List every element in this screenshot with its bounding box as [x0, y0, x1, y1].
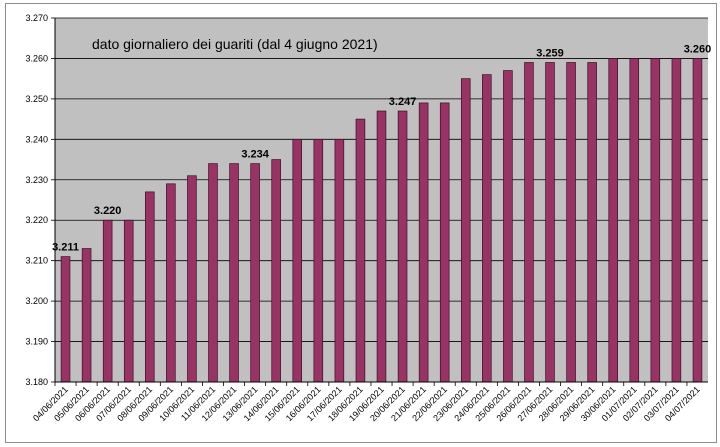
data-labels: 3.211 3.220 3.234 3.247 3.259 3.260	[52, 43, 711, 253]
data-label: 3.220	[94, 205, 122, 217]
data-label: 3.259	[536, 47, 564, 59]
bar	[81, 248, 92, 383]
y-tick-label: 3.190	[25, 337, 48, 347]
bar	[524, 62, 534, 383]
bar	[123, 219, 134, 383]
bar	[208, 163, 218, 383]
bar	[250, 163, 260, 383]
y-tick-labels: 3.180 3.190 3.200 3.210 3.220 3.230 3.240 3.250…	[25, 13, 55, 387]
y-tick-label: 3.210	[25, 256, 48, 266]
bar	[418, 102, 429, 383]
bar	[271, 159, 281, 383]
bar	[102, 219, 113, 383]
bar	[334, 138, 345, 383]
bar	[629, 58, 640, 383]
bar	[545, 62, 555, 383]
bar	[608, 58, 618, 383]
bar	[460, 78, 471, 383]
bar	[482, 74, 492, 383]
data-label: 3.260	[684, 43, 712, 55]
bar	[355, 118, 366, 383]
bar	[439, 102, 450, 383]
y-tick-label: 3.230	[25, 175, 48, 185]
data-label: 3.247	[389, 96, 417, 108]
bar	[376, 110, 387, 383]
bar	[60, 256, 71, 383]
data-label: 3.211	[52, 242, 79, 254]
y-tick-label: 3.180	[25, 377, 48, 387]
chart-area[interactable]: 3.180 3.190 3.200 3.210 3.220 3.230 3.240 3.250…	[5, 3, 717, 443]
y-tick-label: 3.240	[25, 134, 48, 144]
bar-chart: 3.180 3.190 3.200 3.210 3.220 3.230 3.240 3.250…	[25, 13, 711, 423]
bar	[292, 138, 303, 383]
y-tick-label: 3.250	[25, 94, 48, 104]
bar	[503, 70, 513, 383]
bar	[313, 138, 324, 383]
bar	[587, 62, 597, 383]
y-tick-label: 3.220	[25, 215, 48, 225]
bar	[566, 62, 576, 383]
y-tick-label: 3.270	[25, 13, 48, 23]
bar	[692, 58, 703, 383]
data-label: 3.234	[241, 149, 269, 161]
x-tick-labels: 04/06/202105/06/202106/06/202107/06/2021…	[31, 382, 702, 423]
bar	[229, 163, 239, 383]
bar	[650, 58, 661, 383]
y-tick-label: 3.200	[25, 296, 48, 306]
bar	[671, 58, 682, 383]
bar	[145, 191, 155, 383]
y-tick-label: 3.260	[25, 53, 48, 63]
bar	[166, 183, 176, 383]
chart-title: dato giornaliero dei guariti (dal 4 giug…	[92, 36, 378, 52]
bar	[397, 110, 408, 383]
bar	[187, 175, 197, 383]
